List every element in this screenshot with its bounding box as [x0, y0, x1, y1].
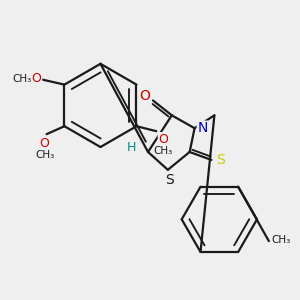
- Text: O: O: [32, 72, 42, 85]
- Text: CH₃: CH₃: [35, 150, 54, 160]
- Text: S: S: [216, 153, 225, 167]
- Text: CH₃: CH₃: [154, 146, 173, 156]
- Text: CH₃: CH₃: [271, 235, 290, 245]
- Text: S: S: [165, 173, 174, 187]
- Text: O: O: [40, 136, 50, 150]
- Text: H: H: [127, 140, 136, 154]
- Text: CH₃: CH₃: [12, 74, 32, 84]
- Text: O: O: [158, 133, 168, 146]
- Text: O: O: [140, 88, 151, 103]
- Text: N: N: [197, 121, 208, 135]
